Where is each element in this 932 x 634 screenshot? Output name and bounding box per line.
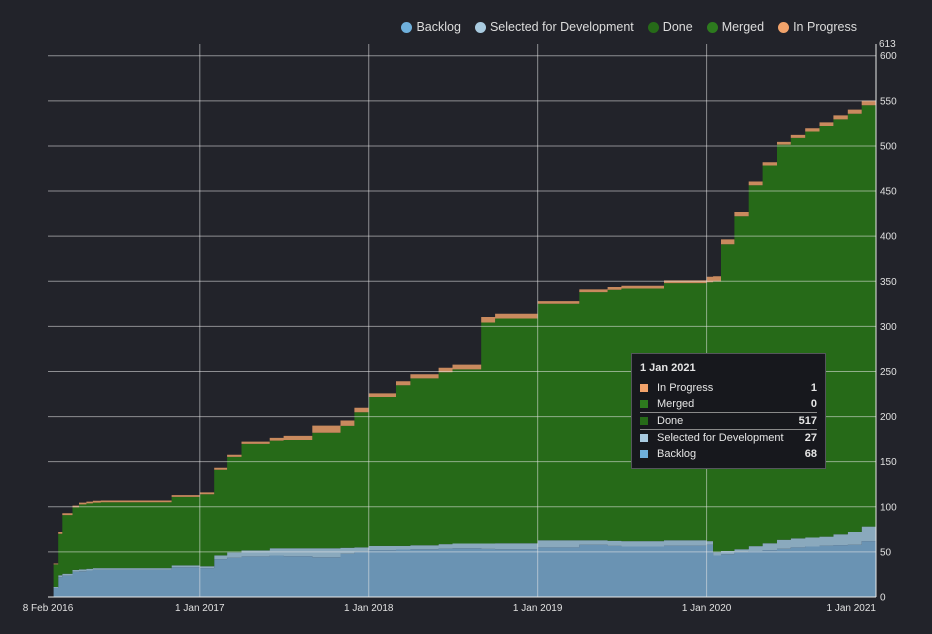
legend-label-selected-for-development: Selected for Development bbox=[489, 20, 634, 34]
tooltip-name-done: Done bbox=[657, 415, 684, 427]
y-tick-label-350: 350 bbox=[880, 277, 897, 288]
tooltip-swatch-in-progress bbox=[640, 384, 648, 392]
tooltip-row-selected-for-development: Selected for Development 27 bbox=[640, 429, 817, 446]
y-tick-label-200: 200 bbox=[880, 412, 897, 423]
series-area-backlog bbox=[48, 535, 876, 597]
legend: Backlog Selected for Development Done Me… bbox=[401, 20, 857, 34]
legend-item-backlog[interactable]: Backlog bbox=[401, 20, 461, 34]
tooltip-name-in-progress: In Progress bbox=[657, 382, 714, 394]
tooltip-row-backlog: Backlog 68 bbox=[640, 446, 817, 462]
y-tick-label-50: 50 bbox=[880, 547, 892, 558]
legend-dot-in-progress bbox=[778, 21, 790, 33]
tooltip-row-merged: Merged 0 bbox=[640, 396, 817, 412]
legend-label-done: Done bbox=[662, 20, 693, 34]
legend-dot-done bbox=[647, 21, 659, 33]
legend-item-in-progress[interactable]: In Progress bbox=[778, 20, 857, 34]
tooltip-name-merged: Merged bbox=[657, 398, 695, 410]
series-areas bbox=[48, 44, 876, 597]
tooltip-value-in-progress: 1 bbox=[810, 382, 817, 394]
tooltip-row-in-progress: In Progress 1 bbox=[640, 380, 817, 396]
y-tick-label-300: 300 bbox=[880, 322, 897, 333]
tooltip-swatch-selected-for-development bbox=[640, 434, 648, 442]
y-tick-label-400: 400 bbox=[880, 232, 897, 243]
y-tick-label-600: 600 bbox=[880, 51, 897, 62]
legend-item-selected-for-development[interactable]: Selected for Development bbox=[474, 20, 634, 34]
legend-dot-merged bbox=[706, 21, 718, 33]
y-tick-label-450: 450 bbox=[880, 187, 897, 198]
tooltip-title: 1 Jan 2021 bbox=[640, 362, 696, 374]
x-tick-label-3: 1 Jan 2019 bbox=[513, 603, 563, 614]
y-max-label: 613 bbox=[879, 39, 896, 50]
tooltip-swatch-done bbox=[640, 417, 648, 425]
legend-label-merged: Merged bbox=[721, 20, 765, 34]
tooltip-name-backlog: Backlog bbox=[657, 448, 697, 460]
tooltip-swatch-backlog bbox=[640, 450, 648, 458]
legend-dot-backlog bbox=[401, 21, 413, 33]
y-tick-label-250: 250 bbox=[880, 367, 897, 378]
y-tick-label-150: 150 bbox=[880, 457, 897, 468]
x-tick-label-4: 1 Jan 2020 bbox=[682, 603, 732, 614]
series-area-done bbox=[48, 44, 876, 597]
y-tick-label-500: 500 bbox=[880, 141, 897, 152]
x-tick-label-0: 8 Feb 2016 bbox=[23, 603, 74, 614]
tooltip-row-done: Done 517 bbox=[640, 412, 817, 429]
tooltip-swatch-merged bbox=[640, 400, 648, 408]
tooltip-name-selected-for-development: Selected for Development bbox=[657, 432, 784, 444]
chart-tooltip: 1 Jan 2021 In Progress 1 Merged 0 Done 5… bbox=[631, 353, 826, 469]
x-tick-label-1: 1 Jan 2017 bbox=[175, 603, 225, 614]
y-tick-label-550: 550 bbox=[880, 96, 897, 107]
legend-label-backlog: Backlog bbox=[416, 20, 461, 34]
tooltip-value-done: 517 bbox=[798, 415, 817, 427]
legend-item-merged[interactable]: Merged bbox=[706, 20, 765, 34]
x-tick-label-5: 1 Jan 2021 bbox=[827, 603, 877, 614]
legend-item-done[interactable]: Done bbox=[647, 20, 693, 34]
y-tick-label-100: 100 bbox=[880, 502, 897, 513]
tooltip-value-selected-for-development: 27 bbox=[804, 432, 817, 444]
tooltip-value-backlog: 68 bbox=[804, 448, 817, 460]
y-tick-label-0: 0 bbox=[880, 593, 886, 604]
x-tick-label-2: 1 Jan 2018 bbox=[344, 603, 394, 614]
tooltip-value-merged: 0 bbox=[810, 398, 817, 410]
legend-dot-selected-for-development bbox=[474, 21, 486, 33]
legend-label-in-progress: In Progress bbox=[793, 20, 857, 34]
